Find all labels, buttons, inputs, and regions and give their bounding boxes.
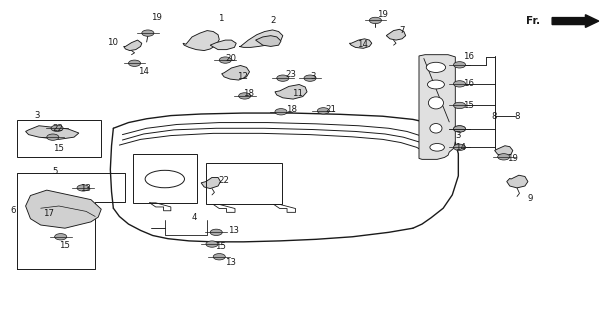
Text: 15: 15 [59, 241, 70, 250]
Bar [16, 120, 102, 157]
Text: 7: 7 [399, 26, 405, 35]
Circle shape [128, 60, 140, 67]
Circle shape [275, 108, 287, 115]
Text: 19: 19 [151, 13, 162, 22]
Text: 15: 15 [463, 101, 474, 110]
Circle shape [55, 234, 67, 240]
Circle shape [317, 108, 330, 114]
Text: 16: 16 [463, 52, 474, 61]
Ellipse shape [429, 97, 443, 109]
Text: 10: 10 [107, 38, 119, 47]
Circle shape [454, 144, 466, 150]
Text: 13: 13 [229, 226, 240, 235]
Circle shape [454, 126, 466, 132]
Text: 3: 3 [310, 72, 316, 81]
Text: 14: 14 [137, 67, 148, 76]
Bar [133, 154, 197, 203]
Circle shape [454, 81, 466, 87]
Circle shape [219, 57, 232, 63]
Text: 5: 5 [53, 167, 58, 176]
Circle shape [206, 241, 218, 247]
Circle shape [304, 75, 316, 81]
Text: 11: 11 [292, 89, 303, 98]
Text: 16: 16 [463, 79, 474, 88]
Text: 15: 15 [215, 242, 226, 251]
Text: 12: 12 [238, 72, 249, 81]
Text: 21: 21 [325, 105, 336, 114]
Circle shape [454, 126, 466, 132]
Text: 3: 3 [35, 111, 40, 120]
Polygon shape [419, 55, 455, 159]
Circle shape [213, 253, 226, 260]
Circle shape [498, 154, 510, 160]
Text: 19: 19 [376, 10, 387, 19]
Circle shape [77, 185, 89, 191]
Circle shape [426, 62, 446, 72]
Ellipse shape [430, 124, 442, 133]
Text: 1: 1 [218, 14, 224, 23]
Text: 13: 13 [226, 258, 237, 267]
Circle shape [47, 134, 59, 140]
Circle shape [427, 80, 444, 89]
Polygon shape [239, 30, 283, 47]
Polygon shape [386, 29, 406, 40]
Polygon shape [26, 126, 79, 140]
Text: 14: 14 [455, 143, 466, 152]
Circle shape [454, 62, 466, 68]
Text: 20: 20 [226, 54, 237, 63]
Polygon shape [495, 146, 513, 156]
Circle shape [238, 93, 250, 99]
Circle shape [454, 102, 466, 108]
Circle shape [210, 229, 223, 236]
Polygon shape [183, 31, 219, 51]
Polygon shape [222, 66, 249, 80]
Text: 2: 2 [271, 16, 276, 25]
Bar [206, 163, 282, 204]
Polygon shape [255, 36, 281, 46]
Text: 6: 6 [10, 206, 16, 215]
Text: 3: 3 [455, 131, 461, 140]
Text: 4: 4 [192, 212, 198, 222]
Circle shape [142, 30, 154, 36]
Circle shape [430, 143, 444, 151]
Text: 23: 23 [286, 70, 297, 79]
Circle shape [370, 17, 381, 24]
Polygon shape [26, 190, 102, 228]
Text: 22: 22 [218, 176, 229, 185]
Circle shape [51, 125, 63, 132]
Text: 17: 17 [43, 209, 54, 219]
Text: 19: 19 [507, 154, 518, 163]
Text: 13: 13 [80, 184, 91, 193]
Polygon shape [350, 39, 371, 48]
Text: 9: 9 [528, 194, 533, 203]
Polygon shape [201, 178, 221, 188]
Circle shape [277, 75, 289, 81]
Polygon shape [506, 175, 528, 188]
Polygon shape [275, 84, 307, 99]
Text: 8: 8 [492, 112, 497, 121]
Text: 18: 18 [243, 89, 255, 98]
Text: 15: 15 [53, 144, 64, 153]
Polygon shape [123, 40, 142, 51]
Text: 8: 8 [514, 112, 520, 121]
Text: 18: 18 [286, 105, 297, 114]
Text: 22: 22 [53, 124, 64, 133]
Polygon shape [210, 40, 237, 50]
Text: 14: 14 [358, 40, 368, 49]
FancyArrow shape [552, 15, 599, 28]
Text: Fr.: Fr. [526, 16, 540, 26]
